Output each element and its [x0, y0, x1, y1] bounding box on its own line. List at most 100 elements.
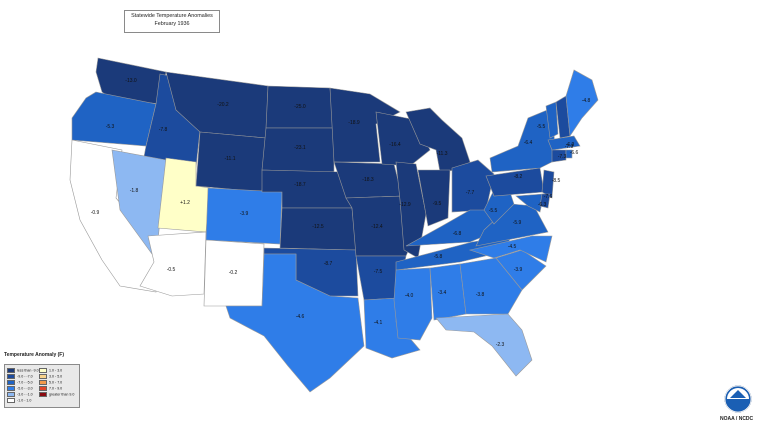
legend-label: -9.0 - -7.0 — [17, 374, 33, 379]
state-label-ar: -7.5 — [374, 269, 383, 275]
state-de — [539, 193, 551, 209]
state-al — [429, 263, 467, 321]
state-label-al: -3.4 — [438, 290, 447, 296]
state-label-ms: -4.0 — [405, 293, 414, 299]
legend-swatch — [7, 398, 15, 403]
legend-swatch — [7, 392, 15, 397]
legend-item: -1.0 - 1.0 — [7, 398, 31, 403]
legend-swatch — [39, 374, 47, 379]
state-label-wi: -16.4 — [389, 142, 401, 148]
legend-swatch — [39, 392, 47, 397]
state-label-ky: -6.8 — [453, 231, 462, 237]
state-label-ia: -18.3 — [362, 177, 374, 183]
state-label-oh: -7.7 — [466, 190, 475, 196]
legend-item: 3.0 - 5.0 — [39, 374, 62, 379]
state-az — [139, 231, 207, 297]
state-in — [417, 169, 451, 227]
state-label-tn: -5.8 — [434, 254, 443, 260]
state-label-la: -4.1 — [374, 320, 383, 326]
legend-label: -7.0 - -5.0 — [17, 380, 33, 385]
legend-item: -3.0 - -1.0 — [7, 392, 33, 397]
state-label-fl: -2.3 — [496, 342, 505, 348]
state-label-mn: -18.9 — [348, 120, 360, 126]
state-pa — [485, 167, 545, 197]
legend-item: 1.0 - 3.0 — [39, 368, 62, 373]
state-label-nc: -4.5 — [508, 244, 517, 250]
state-ct — [551, 149, 567, 163]
state-label-vt: -5.5 — [537, 124, 546, 130]
state-nc — [468, 235, 553, 263]
state-sc — [495, 249, 547, 291]
state-label-nv: -1.8 — [130, 188, 139, 194]
legend-label: 1.0 - 3.0 — [49, 368, 63, 373]
state-label-va: -5.9 — [513, 220, 522, 226]
state-label-mo: -12.4 — [371, 224, 383, 230]
state-label-ga: -3.8 — [476, 292, 485, 298]
state-ma — [547, 135, 581, 151]
legend-label: -3.0 - -1.0 — [17, 392, 33, 397]
legend-label: greater than 9.0 — [49, 392, 75, 397]
legend-swatch — [39, 380, 47, 385]
state-label-ri: -6.6 — [570, 150, 579, 156]
state-label-ca: -0.9 — [91, 210, 100, 216]
state-label-ny: -6.4 — [524, 140, 533, 146]
state-label-nh: -7.9 — [565, 144, 574, 150]
state-label-nm: -0.2 — [229, 270, 238, 276]
state-ri — [565, 149, 573, 159]
state-me — [565, 69, 599, 137]
state-label-co: -3.9 — [240, 211, 249, 217]
state-label-tx: -4.6 — [296, 314, 305, 320]
state-label-wy: -11.1 — [224, 156, 235, 162]
state-label-az: -0.5 — [167, 267, 176, 273]
legend-item: -9.0 - -7.0 — [7, 374, 33, 379]
state-label-ut: +1.2 — [180, 200, 190, 206]
state-label-or: -5.3 — [106, 124, 115, 130]
state-label-ks: -12.5 — [312, 224, 324, 230]
state-label-ma: -6.9 — [566, 142, 575, 148]
legend-swatch — [7, 368, 15, 373]
state-label-ok: -8.7 — [324, 261, 333, 267]
state-ms — [393, 267, 433, 341]
legend-item: 5.0 - 7.0 — [39, 380, 62, 385]
state-md — [515, 193, 545, 213]
state-label-nd: -25.0 — [294, 104, 306, 110]
legend-item: less than -9.0 — [7, 368, 39, 373]
legend-swatch — [7, 374, 15, 379]
state-oh — [451, 159, 495, 213]
noaa-logo-icon — [724, 385, 752, 413]
legend-item: -5.0 - -3.0 — [7, 386, 33, 391]
state-label-de: -7.6 — [544, 194, 553, 200]
state-label-md: -6.3 — [538, 202, 547, 208]
legend-swatch — [39, 386, 47, 391]
legend-swatch — [39, 368, 47, 373]
legend-item: -7.0 - -5.0 — [7, 380, 33, 385]
legend-label: 5.0 - 7.0 — [49, 380, 63, 385]
legend-label: -1.0 - 1.0 — [17, 398, 32, 403]
state-wy — [195, 131, 267, 193]
legend-item: greater than 9.0 — [39, 392, 74, 397]
state-label-mt: -20.2 — [217, 102, 229, 108]
map-title-box: Statewide Temperature Anomalies February… — [124, 10, 220, 33]
state-ga — [459, 257, 523, 315]
legend-swatch — [7, 380, 15, 385]
legend-title: Temperature Anomaly (F) — [4, 352, 65, 358]
legend-label: -5.0 - -3.0 — [17, 386, 33, 391]
state-vt — [545, 101, 559, 139]
legend-label: less than -9.0 — [17, 368, 39, 373]
legend-label: 7.0 - 9.0 — [49, 386, 63, 391]
state-tx — [225, 253, 365, 393]
state-label-pa: -8.2 — [514, 174, 523, 180]
state-nj — [541, 169, 555, 199]
state-label-wa: -13.0 — [125, 78, 137, 84]
state-label-sd: -23.1 — [294, 145, 306, 151]
state-label-ct: -7.3 — [558, 154, 567, 160]
map-title: Statewide Temperature Anomalies — [131, 13, 213, 19]
state-fl — [435, 313, 533, 377]
state-label-mi: -11.3 — [436, 151, 447, 157]
state-label-nj: -8.5 — [552, 178, 561, 184]
state-label-in: -9.5 — [433, 201, 442, 207]
state-label-id: -7.8 — [159, 127, 168, 133]
state-label-sc: -3.9 — [514, 267, 523, 273]
legend-item: 7.0 - 9.0 — [39, 386, 62, 391]
